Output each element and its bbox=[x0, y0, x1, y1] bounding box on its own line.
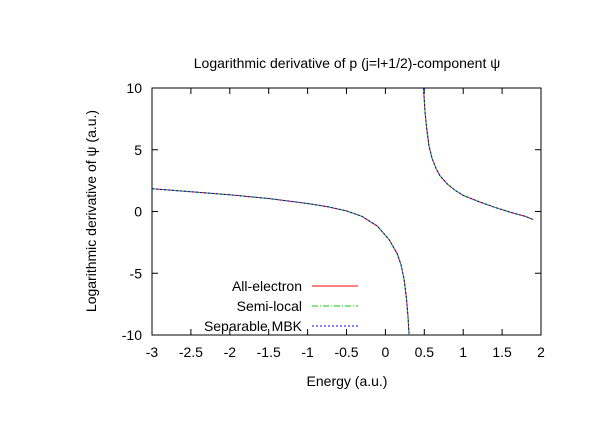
x-tick-label: 0 bbox=[382, 344, 390, 360]
y-axis-label: Logarithmic derivative of ψ (a.u.) bbox=[83, 110, 99, 312]
x-tick-label: 0.5 bbox=[415, 344, 435, 360]
y-tick-label: 0 bbox=[134, 204, 142, 220]
x-tick-label: -0.5 bbox=[334, 344, 358, 360]
axis-ticks bbox=[151, 87, 542, 336]
series-line-3 bbox=[423, 87, 534, 220]
y-tick-label: 5 bbox=[134, 142, 142, 158]
legend-label: All-electron bbox=[232, 278, 302, 294]
series-line-3 bbox=[151, 188, 410, 336]
plot-frame bbox=[151, 87, 542, 336]
chart-title: Logarithmic derivative of p (j=l+1/2)-co… bbox=[194, 55, 500, 71]
y-tick-labels: -10 -5 0 5 10 bbox=[122, 80, 142, 343]
x-tick-labels: -3 -2.5 -2 -1.5 -1 -0.5 0 0.5 1 1.5 2 bbox=[146, 344, 545, 360]
legend: All-electron Semi-local Separable MBK bbox=[204, 278, 358, 334]
x-tick-label: -2.5 bbox=[179, 344, 203, 360]
x-tick-label: -2 bbox=[224, 344, 237, 360]
x-tick-label: -3 bbox=[146, 344, 159, 360]
y-tick-label: -5 bbox=[130, 265, 143, 281]
x-tick-label: 1 bbox=[459, 344, 467, 360]
x-tick-label: 2 bbox=[537, 344, 545, 360]
y-tick-label: 10 bbox=[126, 80, 142, 96]
legend-label: Semi-local bbox=[237, 298, 302, 314]
x-axis-label: Energy (a.u.) bbox=[307, 373, 388, 389]
series-line-1 bbox=[423, 87, 534, 220]
series-layer bbox=[151, 87, 534, 336]
series-line-2 bbox=[423, 87, 534, 220]
x-tick-label: -1.5 bbox=[257, 344, 281, 360]
x-tick-label: 1.5 bbox=[492, 344, 512, 360]
y-tick-label: -10 bbox=[122, 327, 142, 343]
legend-label: Separable MBK bbox=[204, 318, 303, 334]
x-tick-label: -1 bbox=[301, 344, 314, 360]
